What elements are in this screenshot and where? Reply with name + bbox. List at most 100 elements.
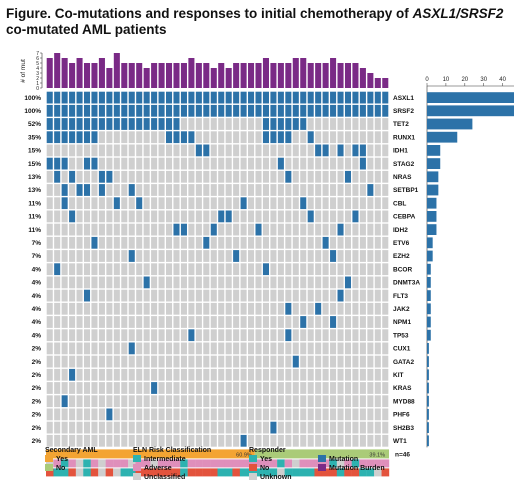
- mutation-cell: [218, 104, 225, 117]
- empty-cell: [98, 434, 105, 447]
- empty-cell: [352, 329, 359, 342]
- empty-cell: [367, 408, 374, 421]
- empty-cell: [344, 302, 352, 315]
- empty-cell: [225, 355, 232, 368]
- empty-cell: [151, 170, 158, 183]
- burden-tick-label: 3: [36, 71, 39, 77]
- empty-cell: [46, 276, 53, 289]
- empty-cell: [382, 434, 389, 447]
- mutation-cell: [54, 131, 61, 144]
- empty-cell: [240, 131, 247, 144]
- empty-cell: [225, 223, 232, 236]
- empty-cell: [76, 395, 83, 408]
- mutation-cell: [91, 236, 98, 249]
- empty-cell: [225, 329, 232, 342]
- empty-cell: [83, 395, 91, 408]
- empty-cell: [158, 289, 165, 302]
- mutation-cell: [173, 223, 180, 236]
- empty-cell: [121, 355, 128, 368]
- empty-cell: [113, 329, 120, 342]
- empty-cell: [300, 236, 307, 249]
- empty-cell: [195, 408, 202, 421]
- mutation-legend-swatch: [318, 455, 326, 462]
- empty-cell: [330, 395, 337, 408]
- empty-cell: [166, 421, 173, 434]
- empty-cell: [128, 382, 135, 394]
- eln-cell: [344, 459, 352, 468]
- empty-cell: [188, 395, 195, 408]
- burden-tick-label: 5: [36, 61, 39, 67]
- empty-cell: [54, 210, 61, 223]
- empty-cell: [203, 408, 210, 421]
- empty-cell: [382, 223, 389, 236]
- empty-cell: [240, 276, 247, 289]
- empty-cell: [367, 382, 374, 394]
- empty-cell: [91, 302, 98, 315]
- empty-cell: [218, 276, 225, 289]
- mutation-cell: [218, 210, 225, 223]
- empty-cell: [255, 289, 262, 302]
- mutation-cell: [248, 104, 255, 117]
- empty-cell: [359, 250, 366, 262]
- empty-cell: [270, 382, 277, 394]
- empty-cell: [136, 302, 143, 315]
- empty-cell: [203, 118, 210, 130]
- empty-cell: [61, 434, 68, 447]
- gene-pct-label: 2%: [32, 359, 42, 366]
- empty-cell: [180, 368, 187, 381]
- secondary-legend-swatch: [45, 455, 53, 462]
- burden-bar: [255, 63, 262, 88]
- empty-cell: [128, 131, 135, 144]
- empty-cell: [106, 421, 113, 434]
- mutation-cell: [180, 91, 187, 104]
- empty-cell: [210, 184, 217, 196]
- mutation-cell: [315, 144, 322, 157]
- empty-cell: [203, 223, 210, 236]
- empty-cell: [166, 355, 173, 368]
- empty-cell: [300, 355, 307, 368]
- mutation-cell: [285, 170, 292, 183]
- empty-cell: [61, 382, 68, 394]
- burden-bar: [54, 53, 61, 88]
- empty-cell: [121, 170, 128, 183]
- empty-cell: [277, 276, 284, 289]
- empty-cell: [270, 316, 277, 328]
- empty-cell: [233, 263, 240, 276]
- eln-legend-label: Adverse: [144, 465, 172, 472]
- mutation-cell: [91, 91, 98, 104]
- mutation-cell: [83, 131, 91, 144]
- empty-cell: [173, 263, 180, 276]
- empty-cell: [218, 289, 225, 302]
- mutation-cell: [300, 197, 307, 210]
- empty-cell: [188, 236, 195, 249]
- empty-cell: [315, 236, 322, 249]
- empty-cell: [262, 197, 269, 210]
- empty-cell: [233, 223, 240, 236]
- count-bar: [427, 184, 439, 196]
- burden-bar: [315, 63, 322, 88]
- empty-cell: [158, 368, 165, 381]
- mutation-cell: [337, 223, 344, 236]
- empty-cell: [315, 329, 322, 342]
- empty-cell: [158, 131, 165, 144]
- empty-cell: [344, 118, 352, 130]
- empty-cell: [218, 302, 225, 315]
- empty-cell: [382, 197, 389, 210]
- gene-name-label: DNMT3A: [393, 280, 420, 287]
- count-bar: [427, 171, 439, 183]
- empty-cell: [46, 223, 53, 236]
- empty-cell: [248, 131, 255, 144]
- empty-cell: [255, 395, 262, 408]
- empty-cell: [233, 434, 240, 447]
- empty-cell: [188, 289, 195, 302]
- empty-cell: [166, 236, 173, 249]
- mutation-cell: [180, 131, 187, 144]
- empty-cell: [83, 342, 91, 355]
- gene-name-label: ETV6: [393, 240, 410, 247]
- empty-cell: [367, 329, 374, 342]
- mutation-cell: [98, 91, 105, 104]
- empty-cell: [210, 289, 217, 302]
- empty-cell: [151, 276, 158, 289]
- empty-cell: [136, 170, 143, 183]
- empty-cell: [367, 263, 374, 276]
